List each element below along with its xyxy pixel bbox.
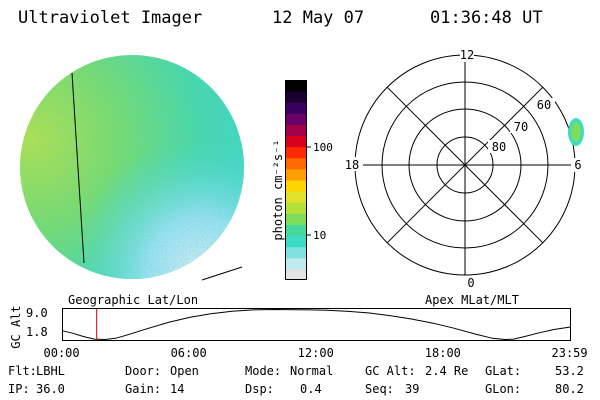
y-tick-9: 9.0 (26, 306, 48, 320)
gain-value: 14 (170, 382, 185, 396)
colorbar-cell (285, 91, 307, 103)
disc-noise (20, 55, 244, 279)
x-tick-label: 12:00 (297, 346, 334, 360)
chart-ylabel: GC Alt (9, 305, 23, 349)
colorbar-cell (285, 213, 307, 225)
geographic-image (20, 55, 244, 281)
mlt-label-12: 12 (460, 50, 474, 62)
gain-key: Gain: (125, 382, 162, 396)
colorbar-cell (285, 124, 307, 137)
colorbar-cell (285, 180, 307, 192)
mode-key: Mode: (245, 364, 282, 378)
colorbar-tick-10: 10 (313, 229, 326, 242)
gcalt-value: 2.4 Re (425, 364, 469, 378)
colorbar-cell (285, 202, 307, 214)
ip-key: IP: (8, 382, 30, 396)
polar-aurora-patch (568, 118, 584, 146)
ip-value: 36.0 (36, 382, 65, 396)
colorbar-frame (285, 80, 307, 280)
colorbar-cell (285, 268, 307, 280)
seq-key: Seq: (365, 382, 394, 396)
seq-value: 39 (405, 382, 420, 396)
colorbar-cell (285, 157, 307, 170)
footer-row-2: IP: 36.0 Gain: 14 Dsp: 0.4 Seq: 39 GLon:… (8, 382, 598, 400)
mlat-mlt-grid: 12 18 6 0 80 70 60 (341, 50, 584, 290)
footer-row-1: Flt: LBHL Door: Open Mode: Normal GC Alt… (8, 364, 598, 382)
door-key: Door: (125, 364, 162, 378)
glat-value: 53.2 (555, 364, 584, 378)
limb-marker (201, 266, 243, 281)
flt-value: LBHL (36, 364, 65, 378)
dsp-key: Dsp: (245, 382, 274, 396)
geographic-caption: Geographic Lat/Lon (68, 293, 199, 307)
glat-key: GLat: (485, 364, 522, 378)
instrument-title: Ultraviolet Imager (18, 8, 203, 28)
colorbar-cell (285, 191, 307, 203)
chart-frame (62, 308, 571, 341)
color-bar (285, 80, 307, 280)
colorbar-cell (285, 224, 307, 237)
date-label: 12 May 07 (272, 8, 365, 28)
x-tick-label: 00:00 (43, 346, 80, 360)
colorbar-cell (285, 80, 307, 92)
mlt-label-0: 0 (467, 276, 474, 290)
mlt-line-diag-2 (386, 86, 544, 244)
colorbar-cell (285, 246, 307, 259)
altitude-series-line (62, 308, 571, 341)
x-tick-label: 18:00 (424, 346, 461, 360)
colorbar-cell (285, 102, 307, 114)
status-footer: Flt: LBHL Door: Open Mode: Normal GC Alt… (8, 364, 598, 400)
mlt-label-18: 18 (345, 158, 359, 172)
terminator-line (71, 72, 85, 264)
colorbar-cell (285, 168, 307, 181)
lat-label-60: 60 (537, 98, 551, 112)
y-tick-1-8: 1.8 (26, 325, 48, 339)
colorbar-cell (285, 257, 307, 270)
colorbar-cell (285, 235, 307, 248)
apex-caption: Apex MLat/MLT (425, 293, 519, 307)
colorbar-unit-label: photon cm⁻²s⁻¹ (271, 139, 285, 241)
colorbar-cell (285, 135, 307, 148)
glon-key: GLon: (485, 382, 522, 396)
colorbar-cell (285, 146, 307, 159)
time-label: 01:36:48 UT (430, 8, 543, 28)
altitude-chart (62, 308, 571, 341)
gcalt-key: GC Alt: (365, 364, 416, 378)
x-tick-labels: 00:00 06:00 12:00 18:00 23:59 (0, 346, 600, 362)
glon-value: 80.2 (555, 382, 584, 396)
mlt-label-6: 6 (574, 158, 581, 172)
lat-label-70: 70 (514, 120, 528, 134)
colorbar-cell (285, 113, 307, 125)
dsp-value: 0.4 (300, 382, 322, 396)
x-tick-label: 23:59 (551, 346, 588, 360)
mode-value: Normal (290, 364, 334, 378)
x-tick-label: 06:00 (170, 346, 207, 360)
lat-label-80: 80 (492, 140, 506, 154)
color-bar-ticks: 100 10 (307, 141, 333, 242)
door-value: Open (170, 364, 199, 378)
colorbar-tick-100: 100 (313, 141, 333, 154)
flt-key: Flt: (8, 364, 37, 378)
